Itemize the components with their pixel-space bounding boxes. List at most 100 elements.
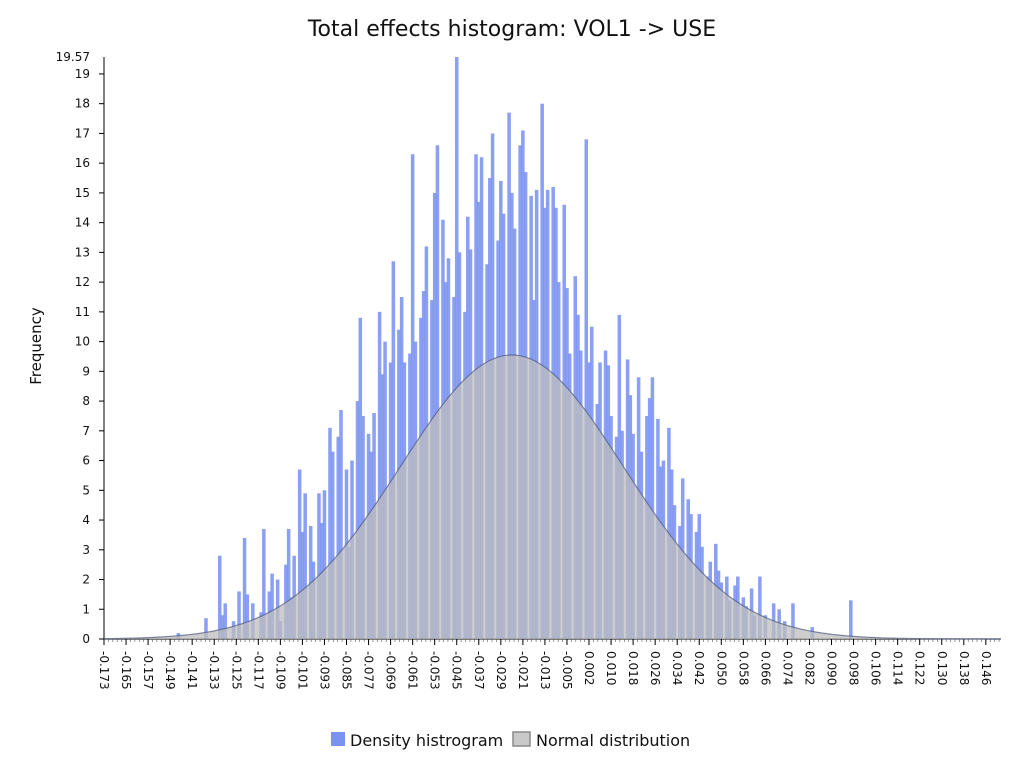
y-max-label: 19.57 bbox=[56, 50, 90, 64]
x-tick-label: 0.146 bbox=[979, 651, 993, 685]
x-tick-label: 0.058 bbox=[736, 651, 750, 685]
y-axis-label: Frequency bbox=[27, 307, 45, 385]
x-tick-label: -0.037 bbox=[472, 651, 486, 690]
y-tick-label: 19 bbox=[75, 67, 90, 81]
x-tick-label: 0.002 bbox=[582, 651, 596, 685]
histogram-bar bbox=[286, 528, 291, 639]
y-tick-label: 16 bbox=[75, 156, 90, 170]
y-tick-label: 6 bbox=[82, 454, 90, 468]
histogram-bar bbox=[317, 493, 321, 639]
y-tick-label: 11 bbox=[75, 305, 90, 319]
x-tick-label: 0.042 bbox=[692, 651, 706, 685]
x-tick-label: 0.114 bbox=[891, 651, 905, 685]
x-tick-label: -0.085 bbox=[340, 651, 354, 690]
histogram-bar bbox=[262, 528, 266, 639]
x-tick-label: -0.157 bbox=[141, 651, 155, 690]
y-tick-label: 18 bbox=[75, 97, 90, 111]
histogram-bar bbox=[245, 594, 250, 639]
x-tick-label: -0.005 bbox=[560, 651, 574, 690]
y-tick-label: 17 bbox=[75, 126, 90, 140]
histogram-bar bbox=[328, 427, 332, 639]
y-tick-label: 4 bbox=[82, 513, 90, 527]
y-tick-label: 8 bbox=[82, 394, 90, 408]
histogram-bar bbox=[204, 618, 208, 639]
histogram-bar bbox=[358, 317, 363, 639]
legend-swatch-density-histogram bbox=[331, 732, 345, 746]
histogram-bar bbox=[377, 311, 382, 639]
histogram-bar bbox=[355, 401, 360, 639]
x-tick-label: 0.090 bbox=[825, 651, 839, 685]
histogram-bar bbox=[758, 576, 762, 639]
x-tick-label: -0.125 bbox=[229, 651, 243, 690]
y-tick-label: 1 bbox=[82, 602, 90, 616]
histogram-bar bbox=[435, 145, 440, 639]
x-tick-label: 0.074 bbox=[780, 651, 794, 685]
normal-distribution-line bbox=[103, 354, 1001, 640]
histogram-bar bbox=[217, 555, 222, 639]
histogram-bar bbox=[322, 490, 327, 639]
histogram-bar bbox=[336, 436, 341, 639]
x-tick-label: -0.165 bbox=[119, 651, 133, 690]
x-tick-label: -0.109 bbox=[273, 651, 287, 690]
histogram-bar bbox=[220, 615, 225, 639]
histogram-bar bbox=[242, 537, 247, 639]
legend-swatch-normal-distribution bbox=[512, 731, 531, 747]
y-tick-label: 7 bbox=[82, 424, 90, 438]
x-tick-label: -0.149 bbox=[163, 651, 177, 690]
legend-label-density-histogram: Density histrogram bbox=[350, 731, 503, 750]
x-tick-label: -0.061 bbox=[406, 651, 420, 690]
y-tick-label: 10 bbox=[75, 335, 90, 349]
x-tick-label: 0.050 bbox=[714, 651, 728, 685]
histogram-bar bbox=[849, 600, 853, 639]
x-tick-label: -0.093 bbox=[317, 651, 331, 690]
x-tick-label: -0.029 bbox=[494, 651, 508, 690]
histogram-bar bbox=[237, 591, 241, 639]
x-tick-label: -0.077 bbox=[362, 651, 376, 690]
x-axis-ticks: -0.173 -0.165 -0.157 -0.149 -0.141 -0.133 -0.1… bbox=[97, 639, 1000, 690]
x-tick-label: -0.133 bbox=[207, 651, 221, 690]
x-tick-label: -0.021 bbox=[516, 651, 530, 690]
x-tick-label: -0.045 bbox=[450, 651, 464, 690]
x-tick-label: 0.034 bbox=[670, 651, 684, 685]
x-tick-label: -0.101 bbox=[295, 651, 309, 690]
histogram-bar bbox=[391, 261, 396, 639]
histogram-bar bbox=[339, 410, 343, 639]
normal-distribution-area bbox=[104, 354, 1001, 639]
y-tick-label: 2 bbox=[82, 573, 90, 587]
x-tick-label: -0.173 bbox=[97, 651, 111, 690]
x-tick-label: 0.122 bbox=[913, 651, 927, 685]
x-tick-label: 0.026 bbox=[648, 651, 662, 685]
x-tick-label: -0.117 bbox=[251, 651, 265, 690]
x-tick-label: 0.138 bbox=[957, 651, 971, 685]
histogram-bar bbox=[791, 603, 795, 639]
x-tick-label: -0.141 bbox=[185, 651, 199, 690]
histogram-bar bbox=[303, 493, 307, 639]
x-tick-label: 0.010 bbox=[604, 651, 618, 685]
histogram-bar bbox=[454, 57, 459, 639]
y-tick-label: 3 bbox=[82, 543, 90, 557]
x-tick-label: 0.082 bbox=[802, 651, 816, 685]
y-tick-label: 12 bbox=[75, 275, 90, 289]
histogram-bar bbox=[223, 603, 228, 639]
x-tick-label: 0.098 bbox=[847, 651, 861, 685]
histogram-bar bbox=[584, 139, 589, 639]
histogram-bar bbox=[650, 377, 655, 639]
x-tick-label: -0.069 bbox=[384, 651, 398, 690]
legend-label-normal-distribution: Normal distribution bbox=[536, 731, 690, 750]
normal-distribution-curve-group bbox=[103, 354, 1001, 640]
x-tick-label: 0.018 bbox=[626, 651, 640, 685]
histogram-bar bbox=[297, 469, 302, 639]
x-tick-label: 0.130 bbox=[935, 651, 949, 685]
x-tick-label: 0.066 bbox=[758, 651, 772, 685]
histogram-bar bbox=[330, 451, 335, 639]
x-tick-label: -0.013 bbox=[538, 651, 552, 690]
y-tick-label: 14 bbox=[75, 216, 90, 230]
x-tick-label: -0.053 bbox=[428, 651, 442, 690]
histogram-bar bbox=[410, 154, 415, 639]
y-tick-label: 15 bbox=[75, 186, 90, 200]
y-tick-label: 13 bbox=[75, 245, 90, 259]
x-tick-label: 0.106 bbox=[869, 651, 883, 685]
y-tick-label: 9 bbox=[82, 364, 90, 378]
